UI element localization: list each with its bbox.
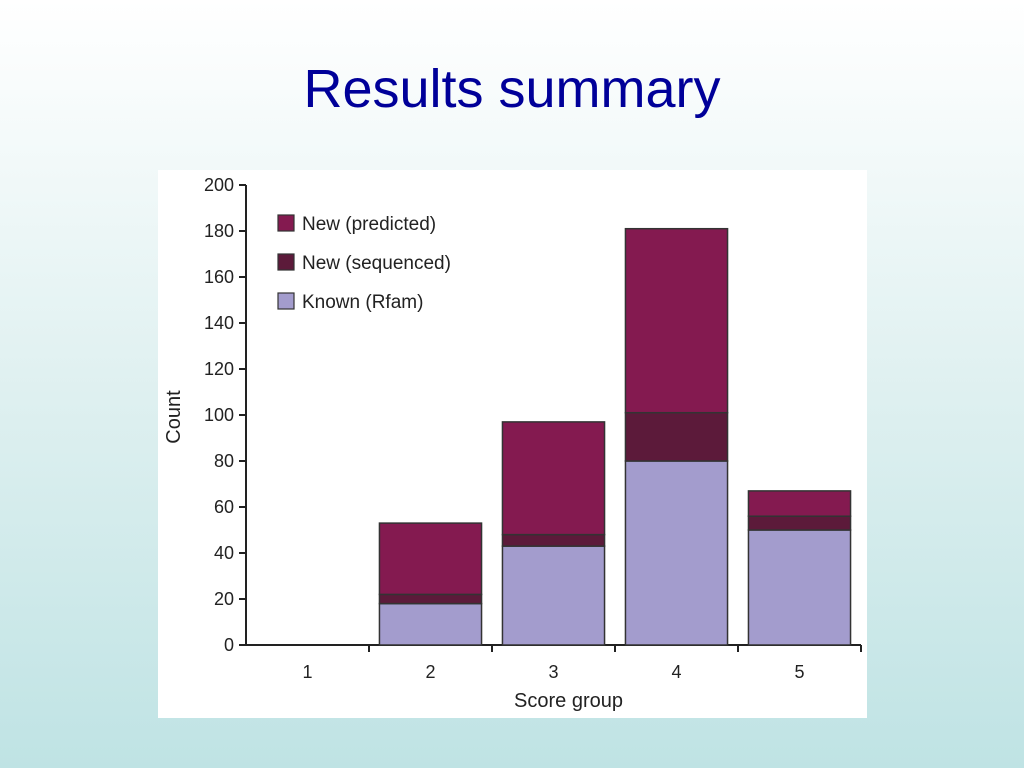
slide-title: Results summary <box>303 59 721 119</box>
legend-swatch <box>277 292 295 310</box>
y-tick-label: 100 <box>204 405 234 425</box>
legend-label: New (predicted) <box>302 214 436 235</box>
y-tick-label: 20 <box>214 589 234 609</box>
x-tick-label: 1 <box>302 662 312 682</box>
y-tick-label: 200 <box>204 175 234 195</box>
x-tick-label: 2 <box>425 662 435 682</box>
legend-swatch <box>277 253 295 271</box>
x-tick-label: 5 <box>794 662 804 682</box>
bar-segment-known-rfam <box>624 460 729 646</box>
bar-segment-new-sequenced <box>378 593 483 605</box>
bar-segment-known-rfam <box>378 602 483 646</box>
y-tick-label: 160 <box>204 267 234 287</box>
x-tick-label: 4 <box>671 662 681 682</box>
legend-swatch <box>277 214 295 232</box>
x-axis-label: Score group <box>514 690 623 712</box>
bar-segment-known-rfam <box>501 545 606 646</box>
stacked-bar-chart: 0 20 40 60 80 100 120 140 160 180 200 1 2 3 4 5 New (pre… <box>163 175 862 712</box>
bar-segment-new-sequenced <box>747 515 852 531</box>
chart-figure: 0 20 40 60 80 100 120 140 160 180 200 1 2 3 4 5 New (pre… <box>158 170 867 718</box>
bar-segment-new-sequenced <box>624 411 729 462</box>
bar-segment-new-predicted <box>378 522 483 596</box>
y-tick-label: 180 <box>204 221 234 241</box>
legend-label: New (sequenced) <box>302 253 451 274</box>
bar-segment-known-rfam <box>747 529 852 646</box>
y-tick-label: 140 <box>204 313 234 333</box>
x-tick-label: 3 <box>548 662 558 682</box>
bar-segment-new-predicted <box>501 421 606 536</box>
y-tick-label: 80 <box>214 451 234 471</box>
bar-segment-new-predicted <box>747 490 852 517</box>
bar-segment-new-sequenced <box>501 533 606 547</box>
legend-label: Known (Rfam) <box>302 292 423 313</box>
y-tick-label: 60 <box>214 497 234 517</box>
y-tick-label: 120 <box>204 359 234 379</box>
y-tick-label: 40 <box>214 543 234 563</box>
y-tick-label: 0 <box>224 635 234 655</box>
bar-segment-new-predicted <box>624 227 729 414</box>
y-axis-label: Count <box>163 390 185 444</box>
